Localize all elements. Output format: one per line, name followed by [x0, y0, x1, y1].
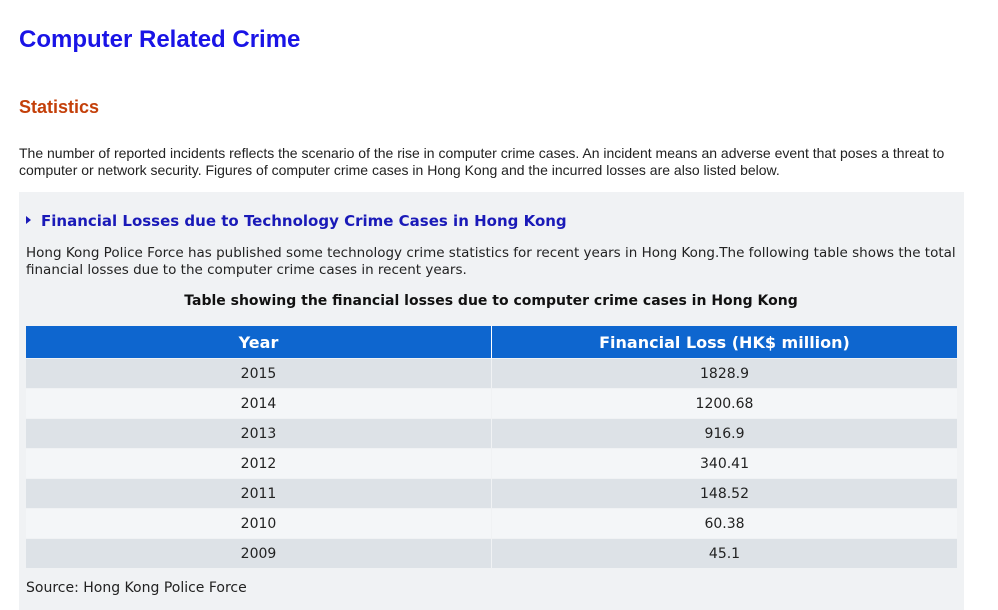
table-header-row: Year Financial Loss (HK$ million) — [26, 326, 957, 359]
loss-cell: 1200.68 — [491, 388, 957, 419]
financial-loss-table: Year Financial Loss (HK$ million) 2015 1… — [26, 326, 957, 568]
table-row: 2009 45.1 — [26, 538, 957, 568]
financial-losses-heading: Financial Losses due to Technology Crime… — [41, 212, 567, 230]
table-row: 2010 60.38 — [26, 508, 957, 539]
loss-cell: 916.9 — [491, 418, 957, 449]
year-cell: 2014 — [26, 388, 492, 419]
loss-cell: 45.1 — [491, 538, 957, 568]
panel-description: Hong Kong Police Force has published som… — [26, 245, 956, 278]
year-cell: 2011 — [26, 478, 492, 509]
table-row: 2014 1200.68 — [26, 388, 957, 419]
table-row: 2011 148.52 — [26, 478, 957, 509]
table-row: 2012 340.41 — [26, 448, 957, 479]
year-cell: 2010 — [26, 508, 492, 539]
year-cell: 2013 — [26, 418, 492, 449]
table-row: 2015 1828.9 — [26, 358, 957, 389]
financial-losses-toggle[interactable]: Financial Losses due to Technology Crime… — [26, 212, 567, 230]
loss-cell: 1828.9 — [491, 358, 957, 389]
loss-cell: 340.41 — [491, 448, 957, 479]
source-note: Source: Hong Kong Police Force — [26, 580, 247, 596]
page-title: Computer Related Crime — [19, 26, 301, 53]
loss-cell: 60.38 — [491, 508, 957, 539]
year-cell: 2015 — [26, 358, 492, 389]
section-title: Statistics — [19, 97, 100, 117]
table-caption: Table showing the financial losses due t… — [184, 293, 798, 309]
loss-cell: 148.52 — [491, 478, 957, 509]
caret-right-icon — [26, 216, 31, 224]
year-cell: 2009 — [26, 538, 492, 568]
table-row: 2013 916.9 — [26, 418, 957, 449]
intro-paragraph: The number of reported incidents reflect… — [19, 145, 945, 178]
column-header-financial-loss: Financial Loss (HK$ million) — [491, 326, 957, 359]
column-header-year: Year — [26, 326, 492, 359]
year-cell: 2012 — [26, 448, 492, 479]
